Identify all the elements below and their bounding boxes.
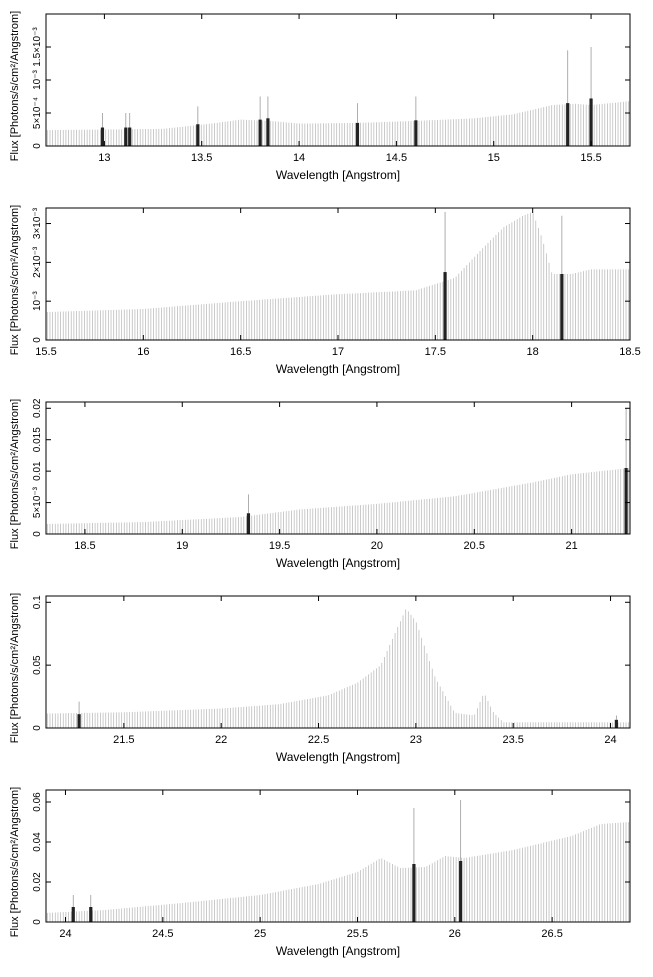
panel-1: 13 13.5 14 14.5 15 15.5 0 5×10⁻⁴ 10⁻³ 1.5×10⁻³ Wav…: [9, 11, 631, 182]
line-bar: [566, 103, 570, 146]
line-bar: [246, 513, 251, 534]
x-tick-label: 26: [449, 928, 461, 940]
x-tick-label: 24: [59, 928, 71, 940]
x-axis-label: Wavelength [Angstrom]: [276, 168, 400, 182]
x-tick-label: 19.5: [269, 540, 290, 552]
x-tick-label: 16.5: [230, 346, 251, 358]
y-axis-label: Flux [Photons/s/cm²/Angstrom]: [9, 11, 21, 161]
plot-frame: [45, 207, 631, 341]
y-tick-label: 0.015: [32, 427, 43, 452]
y-tick-label: 3×10⁻³: [32, 207, 43, 239]
line-bar: [128, 127, 132, 146]
panel-3: 18.5 19 19.5 20 20.5 21 0 5×10⁻³ 0.01 0.015 0.02 Wa…: [9, 398, 631, 570]
x-tick-label: 14: [293, 152, 305, 164]
x-tick-label: 20: [371, 540, 383, 552]
line-bar: [589, 98, 593, 146]
plot-frame: [45, 789, 631, 923]
y-axis-label: Flux [Photons/s/cm²/Angstrom]: [9, 205, 21, 355]
x-tick-label: 23.5: [502, 734, 523, 746]
line-bar: [89, 907, 93, 922]
line-bar: [100, 127, 105, 146]
x-tick-label: 17: [332, 346, 344, 358]
plot-frame: [45, 401, 631, 535]
x-axis-label: Wavelength [Angstrom]: [276, 750, 400, 764]
x-tick-label: 21.5: [113, 734, 134, 746]
x-tick-label: 18.5: [619, 346, 640, 358]
x-tick-label: 24.5: [152, 928, 173, 940]
x-tick-label: 23: [410, 734, 422, 746]
x-tick-label: 25: [254, 928, 266, 940]
line-bar: [560, 274, 564, 340]
continuum-bars: [46, 212, 630, 340]
y-tick-label: 0.02: [32, 872, 43, 892]
y-tick-label: 0.05: [32, 655, 43, 675]
y-tick-label: 10⁻³: [32, 291, 43, 311]
x-tick-label: 24: [604, 734, 616, 746]
panel-5: 24 24.5 25 25.5 26 26.5 0 0.02 0.04 0.06 Wavelengt…: [9, 787, 631, 958]
continuum-bars: [46, 101, 630, 146]
x-tick-label: 13.5: [191, 152, 212, 164]
y-tick-label: 1.5×10⁻³: [32, 27, 43, 67]
x-tick-label: 20.5: [464, 540, 485, 552]
y-axis-label: Flux [Photons/s/cm²/Angstrom]: [9, 399, 21, 549]
line-bar: [77, 714, 81, 728]
plot-frame: [45, 13, 631, 147]
line-bar: [258, 119, 262, 146]
x-axis-label: Wavelength [Angstrom]: [276, 556, 400, 570]
x-tick-label: 15.5: [35, 346, 56, 358]
y-axis-label: Flux [Photons/s/cm²/Angstrom]: [9, 787, 21, 937]
continuum-bars: [46, 822, 630, 922]
y-tick-label: 0.01: [32, 461, 43, 481]
line-bar: [459, 861, 463, 922]
panel-2: 15.5 16 16.5 17 17.5 18 18.5 0 10⁻³ 2×10⁻³ 3×10⁻³ W…: [9, 205, 641, 376]
line-bar: [414, 120, 418, 146]
x-tick-label: 21: [565, 540, 577, 552]
line-bar: [412, 864, 416, 922]
y-tick-label: 0.02: [32, 398, 43, 418]
y-tick-label: 0.06: [32, 792, 43, 812]
x-tick-label: 15.5: [580, 152, 601, 164]
x-tick-label: 25.5: [347, 928, 368, 940]
panel-4: 21.5 22 22.5 23 23.5 24 0 0.05 0.1 Wavelength [An…: [9, 593, 631, 764]
line-bar: [624, 468, 628, 534]
line-bar: [443, 272, 447, 340]
y-tick-label: 0.04: [32, 832, 43, 852]
y-tick-label: 0: [32, 919, 43, 925]
y-axis-label: Flux [Photons/s/cm²/Angstrom]: [9, 593, 21, 743]
x-tick-label: 17.5: [425, 346, 446, 358]
line-bar: [71, 907, 75, 922]
line-bar: [355, 122, 360, 146]
y-tick-label: 10⁻³: [32, 69, 43, 89]
continuum-bars: [46, 468, 630, 534]
y-tick-label: 5×10⁻³: [32, 486, 43, 518]
y-tick-label: 0: [32, 531, 43, 537]
line-bar: [614, 719, 618, 728]
x-tick-label: 16: [137, 346, 149, 358]
x-tick-label: 26.5: [541, 928, 562, 940]
y-tick-label: 0: [32, 143, 43, 149]
x-tick-label: 18.5: [74, 540, 95, 552]
x-tick-label: 19: [176, 540, 188, 552]
line-bar: [266, 118, 270, 146]
x-tick-label: 22.5: [308, 734, 329, 746]
y-tick-label: 0: [32, 337, 43, 343]
plot-frame: [45, 595, 631, 729]
x-tick-label: 15: [488, 152, 500, 164]
x-tick-label: 18: [527, 346, 539, 358]
x-tick-label: 22: [215, 734, 227, 746]
x-axis-label: Wavelength [Angstrom]: [276, 944, 400, 958]
y-tick-label: 0: [32, 725, 43, 731]
x-tick-label: 13: [98, 152, 110, 164]
y-tick-label: 0.1: [32, 595, 43, 609]
x-axis-label: Wavelength [Angstrom]: [276, 362, 400, 376]
continuum-bars: [46, 609, 630, 728]
x-tick-label: 14.5: [386, 152, 407, 164]
y-tick-label: 2×10⁻³: [32, 246, 43, 278]
y-tick-label: 5×10⁻⁴: [32, 97, 43, 129]
line-bar: [124, 127, 128, 146]
line-bar: [196, 124, 200, 146]
